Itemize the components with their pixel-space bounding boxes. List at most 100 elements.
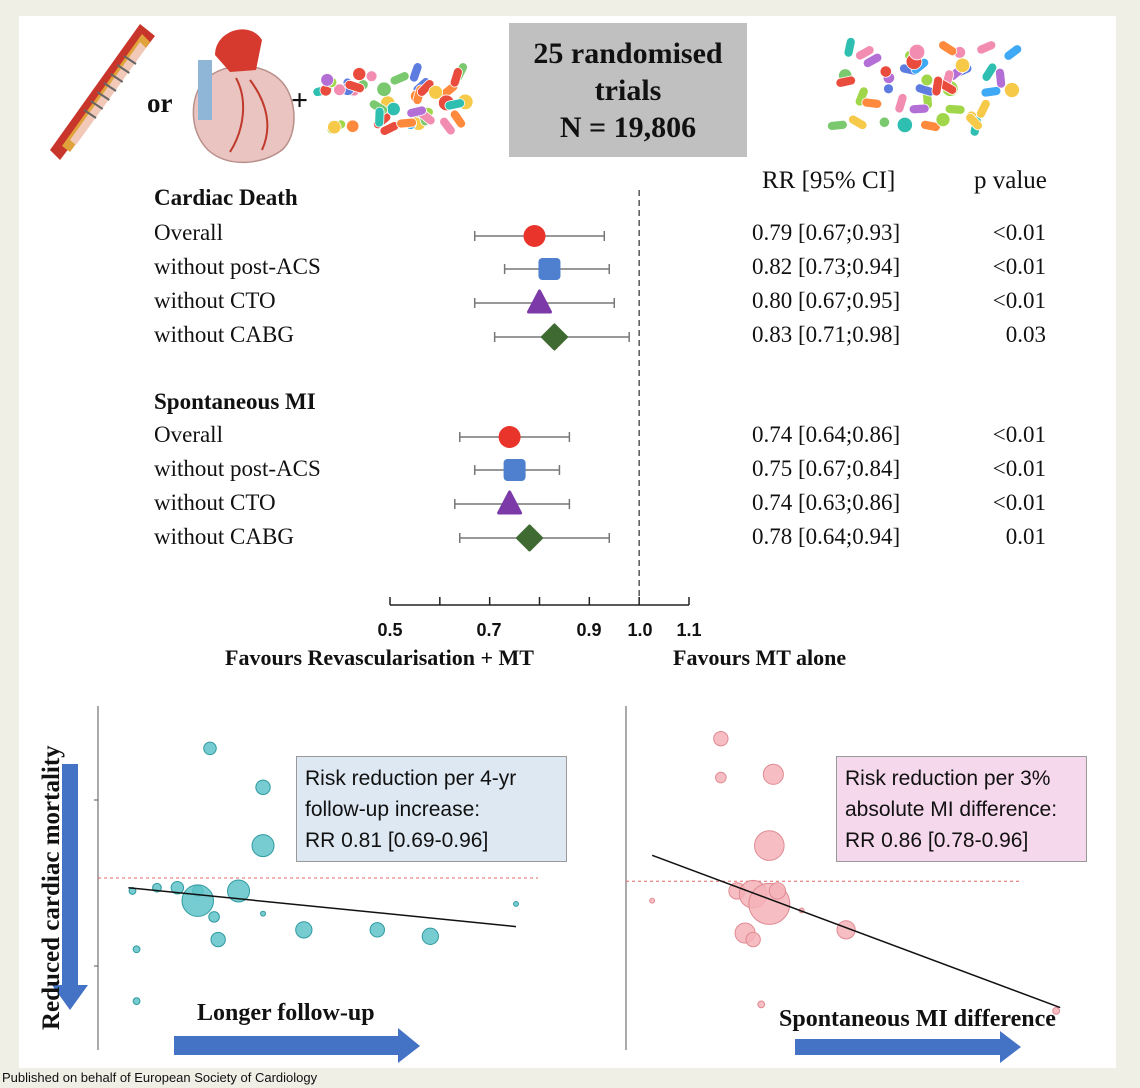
- pill-capsule: [449, 109, 467, 129]
- pill-capsule: [862, 52, 883, 68]
- stent-strut: [90, 100, 104, 110]
- y-axis-label: Reduced cardiac mortality: [38, 745, 65, 1030]
- annotation-line: RR 0.86 [0.78-0.96]: [845, 829, 1029, 852]
- artery-stent-icon: [50, 24, 155, 160]
- pill-capsule: [406, 105, 427, 118]
- data-point: [132, 997, 141, 1006]
- pill-tablet: [879, 65, 892, 78]
- pill-capsule: [861, 97, 883, 109]
- coronary-artery: [229, 77, 245, 153]
- pill-capsule: [855, 45, 875, 61]
- favours-right-label: Favours MT alone: [673, 645, 847, 670]
- data-point: [181, 884, 215, 917]
- data-point: [768, 882, 787, 900]
- annotation-box-follow-up: Risk reduction per 4-yr follow-up increa…: [296, 756, 567, 862]
- annotation-line: Risk reduction per 3%: [845, 767, 1051, 790]
- pill-capsule: [976, 98, 991, 119]
- x-tick-label: 0.7: [476, 620, 502, 640]
- trend-line: [651, 854, 1061, 1009]
- row-label: Overall: [154, 220, 223, 245]
- pill-tablet: [954, 57, 971, 73]
- pill-tablet: [428, 84, 444, 100]
- pills-icon: [826, 37, 1023, 137]
- pill-tablet: [935, 112, 951, 128]
- pill-capsule: [894, 93, 908, 114]
- rr-value: 0.80 [0.67;0.95]: [752, 288, 901, 313]
- stent-strut: [123, 55, 137, 65]
- pill-capsule: [944, 104, 966, 115]
- pill-tablet: [878, 116, 891, 128]
- p-value: <0.01: [992, 288, 1046, 313]
- point-estimate: [540, 323, 568, 351]
- pill-tablet: [365, 70, 378, 83]
- pill-capsule: [396, 117, 417, 129]
- pill-tablet: [883, 83, 894, 95]
- pill-capsule: [1003, 44, 1023, 61]
- data-point: [1052, 1006, 1061, 1015]
- data-point: [208, 911, 220, 923]
- x-tick-label: 1.0: [627, 620, 653, 640]
- pill-tablet: [345, 119, 360, 133]
- pill-capsule: [931, 75, 944, 97]
- x-tick-label: 0.5: [377, 620, 403, 640]
- stent-strut: [96, 91, 110, 101]
- or-text: or: [147, 88, 173, 118]
- pill-tablet: [320, 73, 335, 87]
- heart-icon: [192, 29, 295, 164]
- trend-line: [128, 886, 517, 928]
- data-point: [715, 771, 727, 784]
- data-point: [754, 830, 785, 861]
- row-label: without post-ACS: [154, 456, 321, 481]
- stent-strut: [110, 73, 124, 83]
- p-value: 0.01: [1005, 524, 1046, 549]
- point-estimate: [526, 289, 552, 314]
- point-estimate: [497, 490, 523, 515]
- point-estimate: [523, 225, 546, 247]
- data-point: [745, 931, 761, 948]
- artery-lumen: [70, 42, 146, 145]
- rr-value: 0.79 [0.67;0.93]: [752, 220, 901, 245]
- rr-column-header: RR [95% CI]: [762, 167, 896, 194]
- point-estimate: [516, 524, 544, 552]
- x-axis-label-mi-difference: Spontaneous MI difference: [779, 1006, 1056, 1032]
- pill-capsule: [995, 67, 1007, 89]
- pill-capsule: [826, 119, 848, 131]
- point-estimate: [503, 459, 526, 481]
- pill-tablet: [1003, 82, 1020, 99]
- row-label: without CTO: [154, 490, 276, 515]
- data-point: [260, 910, 266, 917]
- p-value: <0.01: [992, 254, 1046, 279]
- x-tick-label: 0.9: [576, 620, 602, 640]
- pill-tablet: [386, 101, 401, 117]
- pill-tablet: [352, 67, 367, 81]
- p-value: <0.01: [992, 456, 1046, 481]
- pill-capsule: [980, 86, 1002, 98]
- pill-tablet: [333, 83, 346, 97]
- stent-strut: [83, 109, 97, 119]
- coronary-artery: [249, 79, 269, 151]
- pill-tablet: [920, 73, 934, 87]
- pill-capsule: [449, 67, 463, 88]
- pill-capsule: [444, 98, 466, 111]
- data-point: [513, 900, 519, 907]
- data-point: [251, 834, 275, 858]
- right-arrow-icon: [174, 1028, 420, 1063]
- row-label: without post-ACS: [154, 254, 321, 279]
- pill-capsule: [374, 106, 385, 128]
- pill-capsule: [920, 119, 941, 132]
- point-estimate: [538, 258, 561, 280]
- pill-capsule: [843, 37, 856, 58]
- rr-value: 0.74 [0.64;0.86]: [752, 422, 901, 447]
- data-point: [295, 921, 313, 939]
- x-axis-label-follow-up: Longer follow-up: [197, 1000, 375, 1026]
- rr-value: 0.78 [0.64;0.94]: [752, 524, 901, 549]
- down-arrow-icon: [52, 764, 88, 1010]
- pill-capsule: [908, 103, 930, 115]
- pill-capsule: [439, 116, 456, 136]
- point-estimate: [498, 426, 521, 448]
- p-column-header: p value: [974, 167, 1047, 194]
- data-point: [713, 730, 729, 747]
- aorta: [215, 29, 262, 72]
- data-point: [369, 922, 385, 938]
- pill-capsule: [976, 40, 997, 55]
